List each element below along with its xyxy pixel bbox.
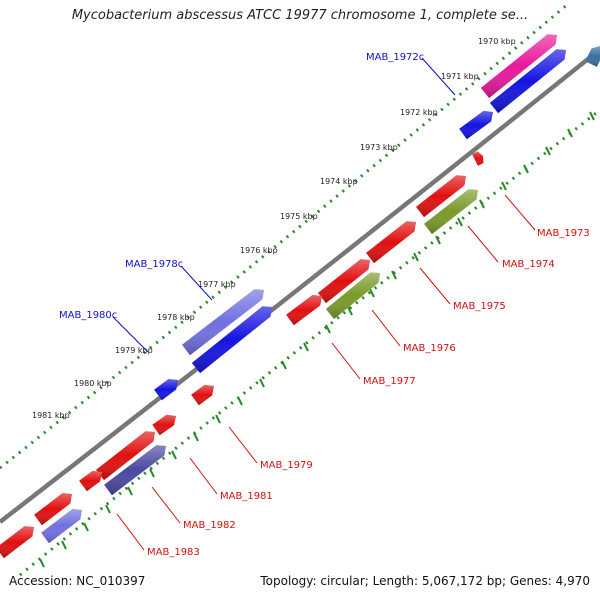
leader-line — [151, 486, 181, 524]
tick-mark — [523, 164, 529, 174]
tick-mark — [259, 378, 265, 388]
leader-line — [504, 194, 536, 231]
kbp-label: 1972 kbp — [400, 108, 438, 117]
kbp-label: 1980 kbp — [74, 379, 112, 388]
gene-red-1-shade — [416, 175, 466, 218]
gene-blue-2-shade — [459, 110, 493, 140]
kbp-label: 1981 kbp — [32, 411, 70, 420]
accession-text: Accession: NC_010397 — [9, 574, 146, 588]
kbp-label: 1973 kbp — [360, 143, 398, 152]
gene-red-5-shade — [191, 384, 214, 406]
gene-red-4-shade — [286, 295, 322, 326]
gene-label-mab_1974[interactable]: MAB_1974 — [502, 259, 555, 270]
gene-red-small-shade — [472, 151, 484, 166]
gene-label-mab_1977[interactable]: MAB_1977 — [363, 376, 416, 387]
inner-tick-marks — [39, 111, 595, 568]
tick-mark — [369, 288, 375, 298]
tick-mark — [545, 146, 551, 156]
tick-mark — [83, 522, 89, 532]
tick-mark — [39, 558, 45, 568]
tick-mark — [567, 128, 573, 138]
kbp-label: 1979 kbp — [115, 346, 153, 355]
tick-mark — [193, 432, 199, 442]
gene-label-mab_1973[interactable]: MAB_1973 — [537, 228, 590, 239]
gene-olive-2-shade — [325, 272, 380, 319]
map-title: Mycobacterium abscessus ATCC 19977 chrom… — [71, 8, 529, 23]
gene-label-mab_1978c[interactable]: MAB_1978c — [125, 259, 183, 270]
gene-features[interactable] — [0, 34, 600, 559]
tick-mark — [149, 468, 155, 478]
tick-mark — [391, 270, 397, 280]
leader-line — [467, 225, 499, 263]
gene-label-mab_1972c[interactable]: MAB_1972c — [366, 52, 424, 63]
gene-red-2-shade — [366, 221, 416, 264]
gene-labels: MAB_1972c MAB_1978c MAB_1980c MAB_1973 MAB_1… — [59, 52, 590, 558]
topology-text: Topology: circular; Length: 5,067,172 bp… — [260, 574, 590, 588]
gene-blue-3-shade — [191, 306, 272, 374]
gene-label-mab_1979[interactable]: MAB_1979 — [260, 460, 313, 471]
gene-pink-shade — [480, 34, 557, 99]
leader-line — [331, 342, 361, 380]
gene-red-9-shade — [34, 493, 72, 526]
gene-label-mab_1981[interactable]: MAB_1981 — [220, 491, 273, 502]
tick-mark — [105, 504, 111, 514]
kbp-label: 1971 kbp — [441, 72, 479, 81]
gene-label-mab_1982[interactable]: MAB_1982 — [183, 520, 236, 531]
kbp-label: 1976 kbp — [240, 246, 278, 255]
leader-line — [189, 457, 218, 495]
leader-line — [228, 426, 258, 464]
kbp-tick-labels: 1970 kbp 1971 kbp 1972 kbp 1973 kbp 1974 kbp… — [32, 37, 516, 420]
kbp-label: 1975 kbp — [280, 212, 318, 221]
gene-olive-1-shade — [424, 189, 478, 235]
gene-red-6-shade — [152, 414, 176, 436]
gene-lavender-1-shade — [182, 289, 264, 356]
tick-mark — [215, 414, 221, 424]
chromosome-backbone — [0, 53, 595, 524]
tick-mark — [127, 486, 133, 496]
tick-mark — [61, 540, 67, 550]
leader-line — [116, 513, 145, 551]
gene-label-mab_1975[interactable]: MAB_1975 — [453, 301, 506, 312]
gene-blue-4-shade — [154, 379, 178, 401]
kbp-label: 1974 kbp — [320, 177, 358, 186]
gene-navy-shade — [104, 445, 166, 496]
tick-mark — [325, 324, 331, 334]
leader-line — [112, 316, 149, 353]
tick-mark — [237, 396, 243, 406]
gene-red-8-shade — [79, 470, 102, 492]
outer-dotted-ring — [0, 2, 569, 470]
kbp-label: 1978 kbp — [157, 313, 195, 322]
tick-mark — [589, 111, 595, 121]
kbp-label: 1970 kbp — [478, 37, 516, 46]
tick-mark — [413, 252, 419, 262]
tick-mark — [347, 306, 353, 316]
gene-red-7-shade — [96, 431, 155, 481]
gene-blue-1-shade — [489, 49, 566, 114]
tick-mark — [171, 450, 177, 460]
kbp-label: 1977 kbp — [198, 280, 236, 289]
gene-label-mab_1980c[interactable]: MAB_1980c — [59, 310, 117, 321]
gene-red-10-shade — [0, 526, 34, 559]
gene-steel-shade — [585, 46, 600, 67]
tick-mark — [479, 199, 485, 209]
tick-mark — [435, 235, 441, 245]
tick-mark — [457, 217, 463, 227]
gene-label-mab_1976[interactable]: MAB_1976 — [403, 343, 456, 354]
tick-mark — [281, 360, 287, 370]
leader-line — [421, 57, 456, 96]
tick-mark — [303, 342, 309, 352]
gene-red-3-shade — [318, 259, 370, 304]
leader-line — [180, 265, 213, 301]
inner-dotted-ring — [19, 108, 600, 577]
gene-label-mab_1983[interactable]: MAB_1983 — [147, 547, 200, 558]
leader-line — [419, 267, 451, 305]
gene-lavender-2-shade — [41, 509, 82, 544]
tick-mark — [501, 181, 507, 191]
leader-line — [371, 309, 401, 347]
